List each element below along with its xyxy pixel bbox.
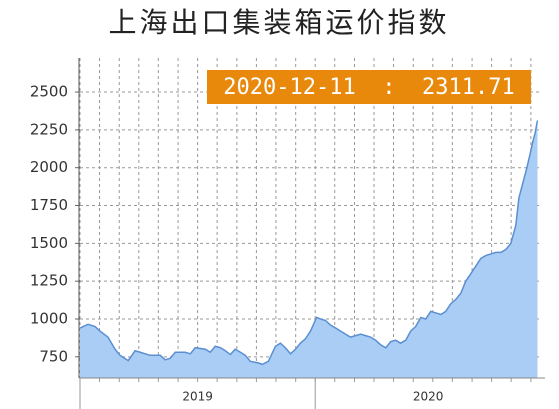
annotation-box bbox=[207, 70, 531, 104]
annotation: 2020-12-11 : 2311.71 bbox=[223, 75, 514, 100]
y-tick-label: 1000 bbox=[30, 309, 68, 327]
x-tick-label: 2020 bbox=[413, 390, 444, 404]
chart-title: 上海出口集装箱运价指数 bbox=[108, 6, 449, 39]
area bbox=[80, 120, 538, 378]
y-tick-label: 1750 bbox=[30, 196, 68, 214]
y-tick-label: 2250 bbox=[30, 120, 68, 138]
y-tick-label: 1250 bbox=[30, 272, 68, 290]
y-tick-label: 750 bbox=[39, 347, 68, 365]
line bbox=[79, 120, 539, 366]
y-tick-label: 2500 bbox=[30, 83, 68, 101]
y-tick-label: 2000 bbox=[30, 158, 68, 176]
y-tick-label: 1500 bbox=[30, 234, 68, 252]
x-tick-label: 2019 bbox=[182, 390, 213, 404]
